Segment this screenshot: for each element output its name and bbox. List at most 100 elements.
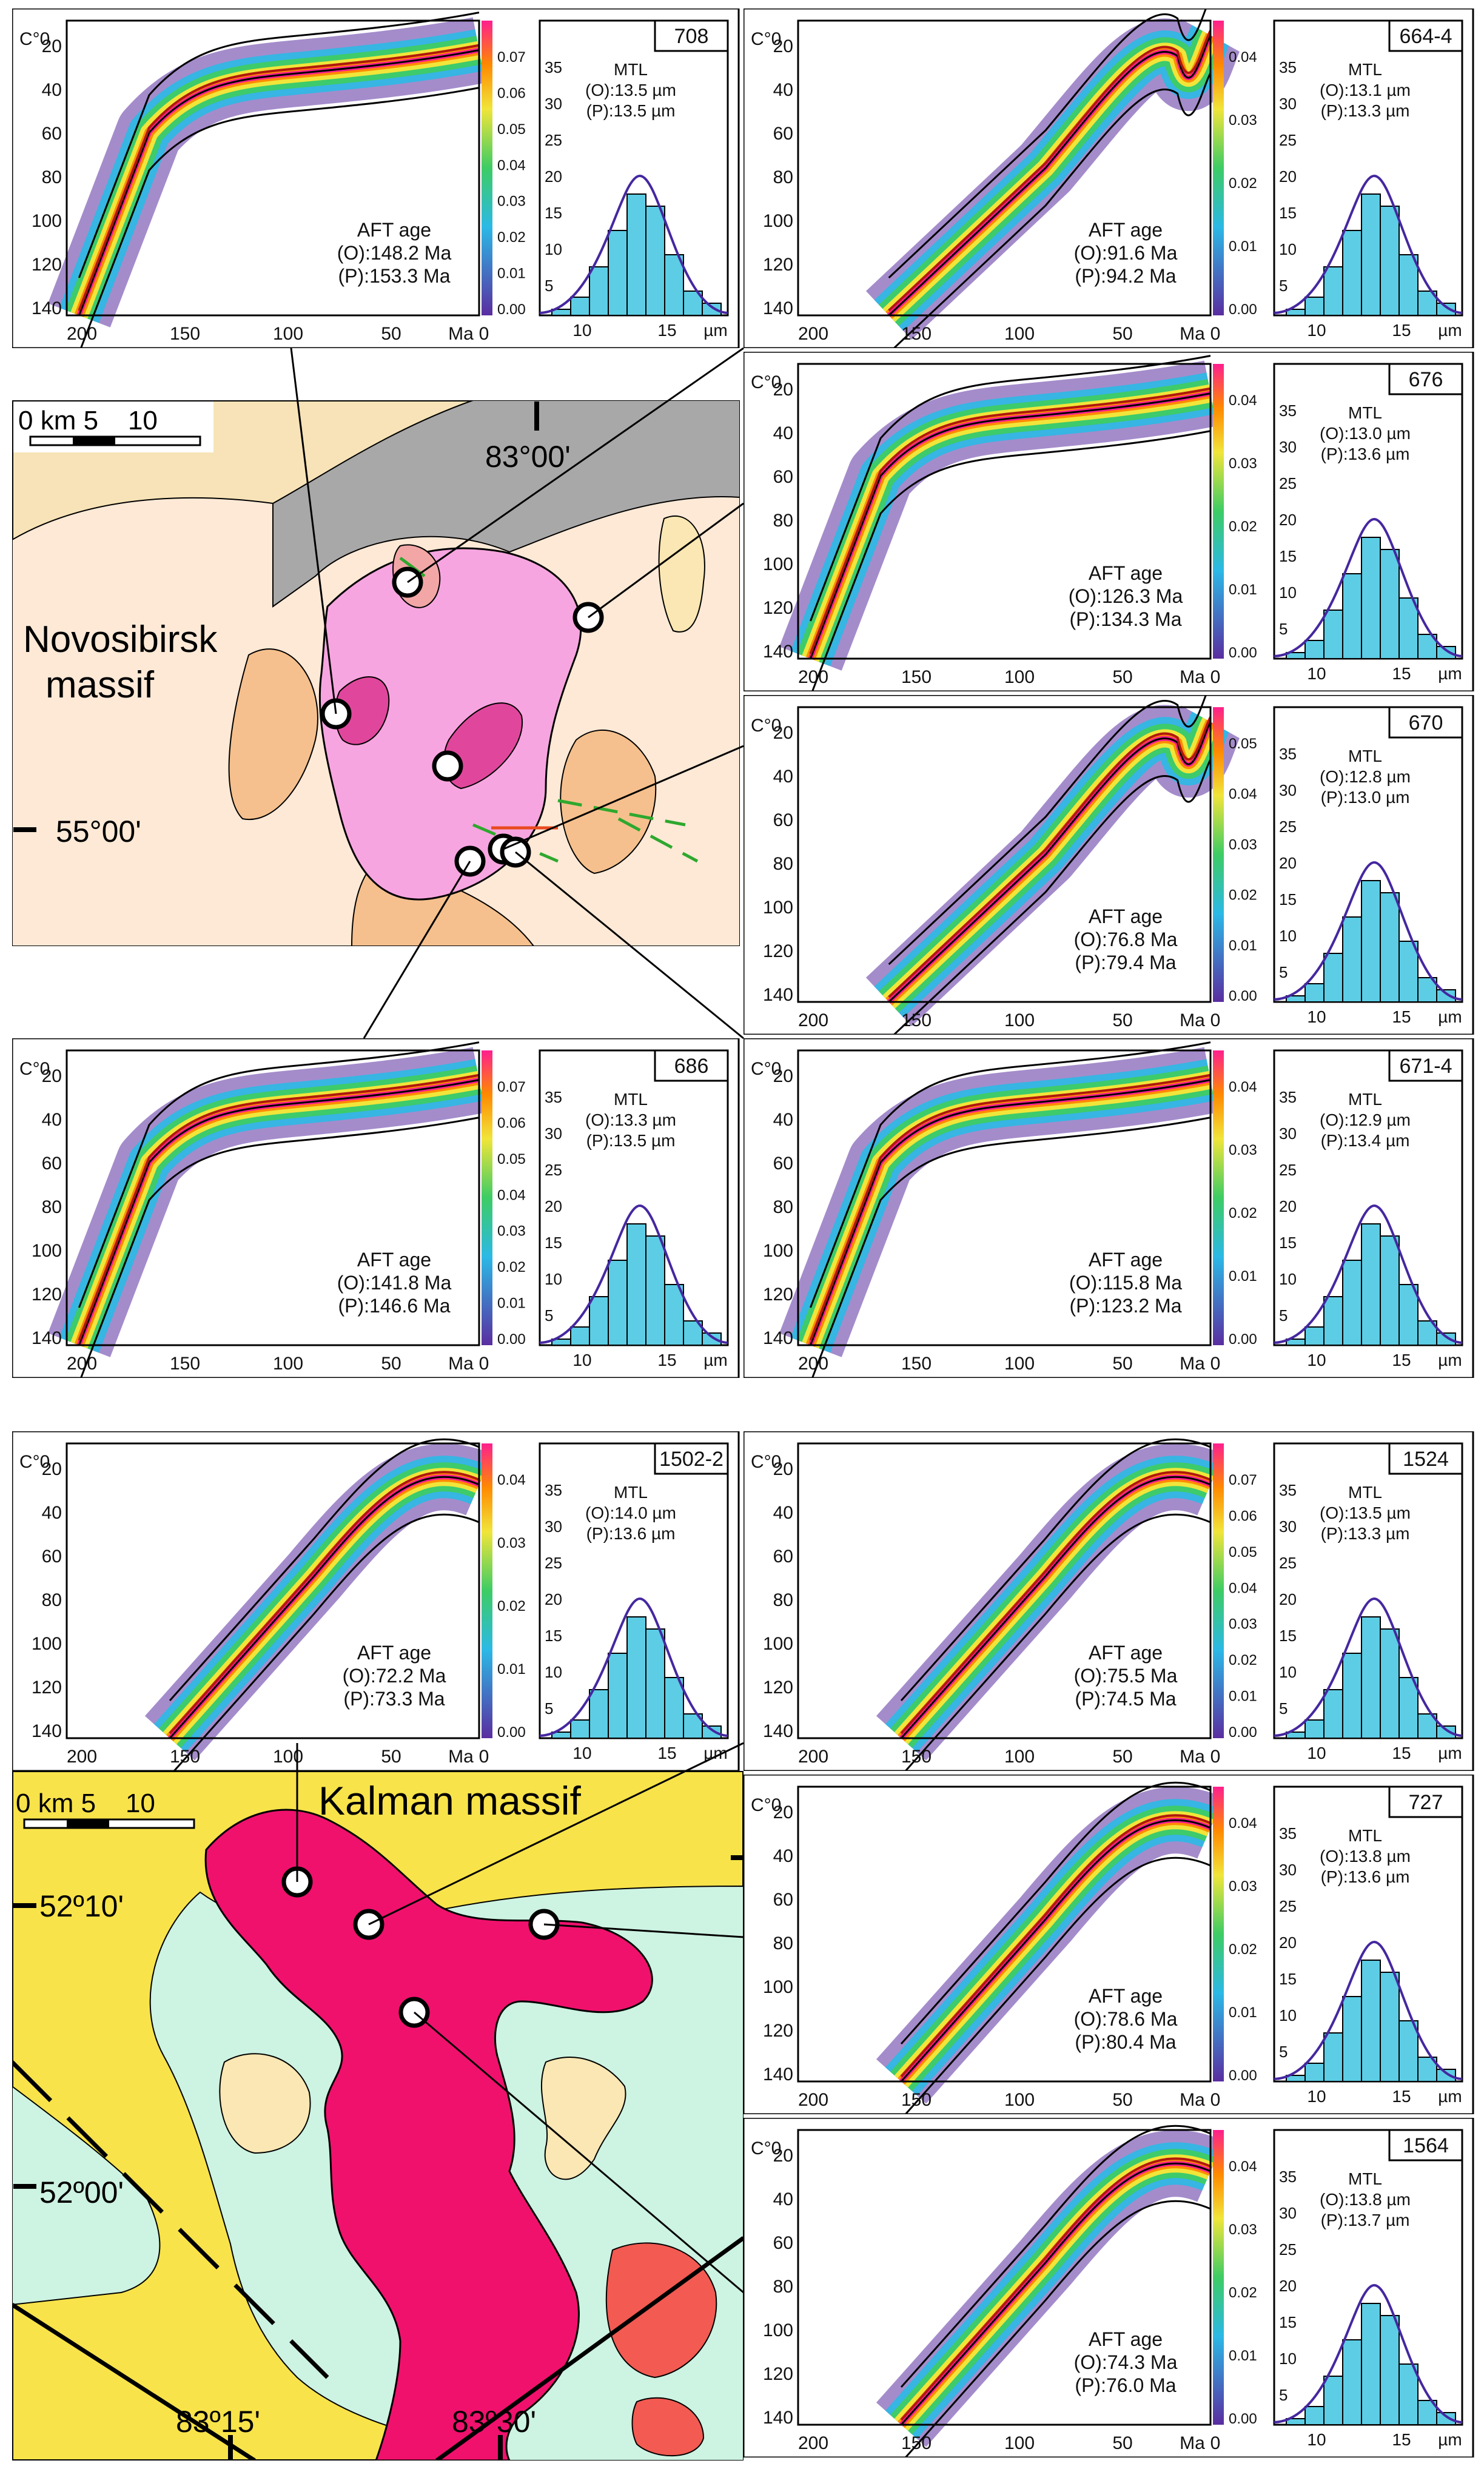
time-tick: 200 (67, 1354, 97, 1374)
aft-predicted: (P):73.3 Ma (343, 1688, 445, 1710)
hist-tick: 30 (1279, 438, 1297, 456)
temp-axis-label: C°0 (751, 372, 781, 392)
sample-site-1564[interactable] (398, 1997, 430, 2028)
temp-tick: 20 (773, 380, 793, 400)
time-unit: Ma (1180, 2433, 1205, 2453)
hist-bar (608, 1653, 628, 1739)
sample-site-central[interactable] (432, 750, 463, 782)
hist-bar (1380, 2315, 1400, 2425)
hist-tick: 30 (1279, 95, 1297, 113)
sample-site-671-4[interactable] (500, 836, 531, 868)
colorbar-tick: 0.06 (497, 1115, 526, 1131)
sample-id-box (654, 1049, 729, 1082)
time-unit: Ma (448, 324, 474, 344)
hist-tick: 35 (545, 1088, 562, 1106)
temp-tick: 20 (773, 2146, 793, 2166)
hist-tick: 25 (545, 1554, 562, 1572)
time-tick: 50 (381, 1354, 401, 1374)
hist-x-unit: µm (1438, 321, 1462, 340)
sample-site-727[interactable] (528, 1909, 560, 1940)
sample-site-1502-2[interactable] (281, 1866, 313, 1898)
hist-bar (1398, 1677, 1419, 1739)
temp-tick: 140 (763, 298, 793, 318)
hist-bar (1417, 634, 1437, 659)
color-bar (482, 21, 492, 315)
hist-tick: 15 (1279, 1234, 1297, 1252)
hist-bar (1380, 1235, 1400, 1346)
hist-tick: 25 (545, 131, 562, 149)
temp-tick: 60 (773, 2233, 793, 2253)
hist-bar (1436, 303, 1456, 316)
time-unit: Ma (1180, 2090, 1205, 2110)
envelope-lower (173, 1513, 480, 1771)
hist-bar (1436, 989, 1456, 1003)
colorbar-tick: 0.00 (1229, 1724, 1257, 1741)
sample-id: 676 (1409, 368, 1443, 391)
sample-id-box (1388, 1785, 1463, 1818)
hist-bar (1342, 1653, 1362, 1739)
temp-tick: 100 (763, 1977, 793, 1997)
sample-site-708[interactable] (320, 698, 352, 730)
time-end: 0 (479, 324, 489, 344)
hist-bar (570, 297, 590, 316)
hist-bar (608, 1260, 628, 1346)
hist-x-tick: 10 (1307, 2430, 1326, 2449)
hist-tick: 15 (1279, 890, 1297, 909)
temp-tick: 80 (773, 1933, 793, 1953)
sample-id: 727 (1409, 1791, 1443, 1814)
colorbar-tick: 0.06 (1229, 1508, 1257, 1524)
temp-tick: 100 (763, 898, 793, 918)
lon-label: 83°00' (485, 440, 571, 474)
time-tick: 150 (901, 1747, 932, 1767)
time-tick: 200 (798, 667, 828, 687)
hist-x-tick: 15 (1392, 1351, 1411, 1369)
hist-bar (1361, 2303, 1381, 2425)
hist-x-unit: µm (1438, 664, 1462, 683)
colorbar-tick: 0.00 (1229, 645, 1257, 661)
temp-axis-label: C°0 (751, 1452, 781, 1472)
temp-axis-label: C°0 (19, 29, 50, 49)
aft-predicted: (P):94.2 Ma (1075, 265, 1176, 287)
hist-tick: 10 (1279, 927, 1297, 945)
aft-observed: (O):72.2 Ma (343, 1665, 446, 1687)
hist-bar (645, 1628, 665, 1739)
hist-bar (1361, 1223, 1381, 1346)
plot-frame (797, 19, 1212, 317)
fit-curve (539, 174, 728, 314)
hist-x-unit: µm (703, 1744, 727, 1762)
sample-id-box (1388, 1049, 1463, 1082)
unit-cream-a (219, 2053, 311, 2154)
fit-curve (1274, 861, 1463, 1001)
sample-site-676[interactable] (572, 602, 604, 633)
colorbar-tick: 0.04 (1229, 2158, 1257, 2175)
sample-site-664-4[interactable] (392, 566, 423, 598)
hist-tick: 5 (1279, 620, 1288, 638)
aft-label: AFT age (1089, 1249, 1163, 1271)
temp-tick: 40 (773, 2189, 793, 2209)
mtl-predicted: (P):13.5 µm (586, 1131, 676, 1150)
hist-x-tick: 15 (1392, 1744, 1411, 1762)
colorbar-tick: 0.04 (1229, 1815, 1257, 1832)
mtl-observed: (O):12.9 µm (1320, 1110, 1411, 1129)
fit-curve (539, 1597, 728, 1737)
hist-tick: 20 (1279, 854, 1297, 872)
envelope-upper (888, 8, 1207, 279)
mtl-label: MTL (1348, 403, 1382, 422)
constraint-path (809, 1073, 1211, 1341)
temp-tick: 60 (42, 1547, 62, 1567)
sample-site-686[interactable] (454, 845, 486, 877)
fit-curve (1274, 174, 1463, 314)
hist-tick: 10 (1279, 240, 1297, 258)
aft-observed: (O):126.3 Ma (1069, 585, 1183, 607)
hist-tick: 10 (1279, 2350, 1297, 2368)
colorbar-tick: 0.00 (497, 1724, 526, 1741)
hist-tick: 20 (1279, 1933, 1297, 1952)
temp-tick: 120 (32, 1285, 62, 1305)
constraint-path (809, 387, 1211, 654)
sample-site-1524[interactable] (353, 1909, 384, 1940)
mtl-label: MTL (1348, 60, 1382, 79)
best-path (900, 1819, 1211, 2082)
